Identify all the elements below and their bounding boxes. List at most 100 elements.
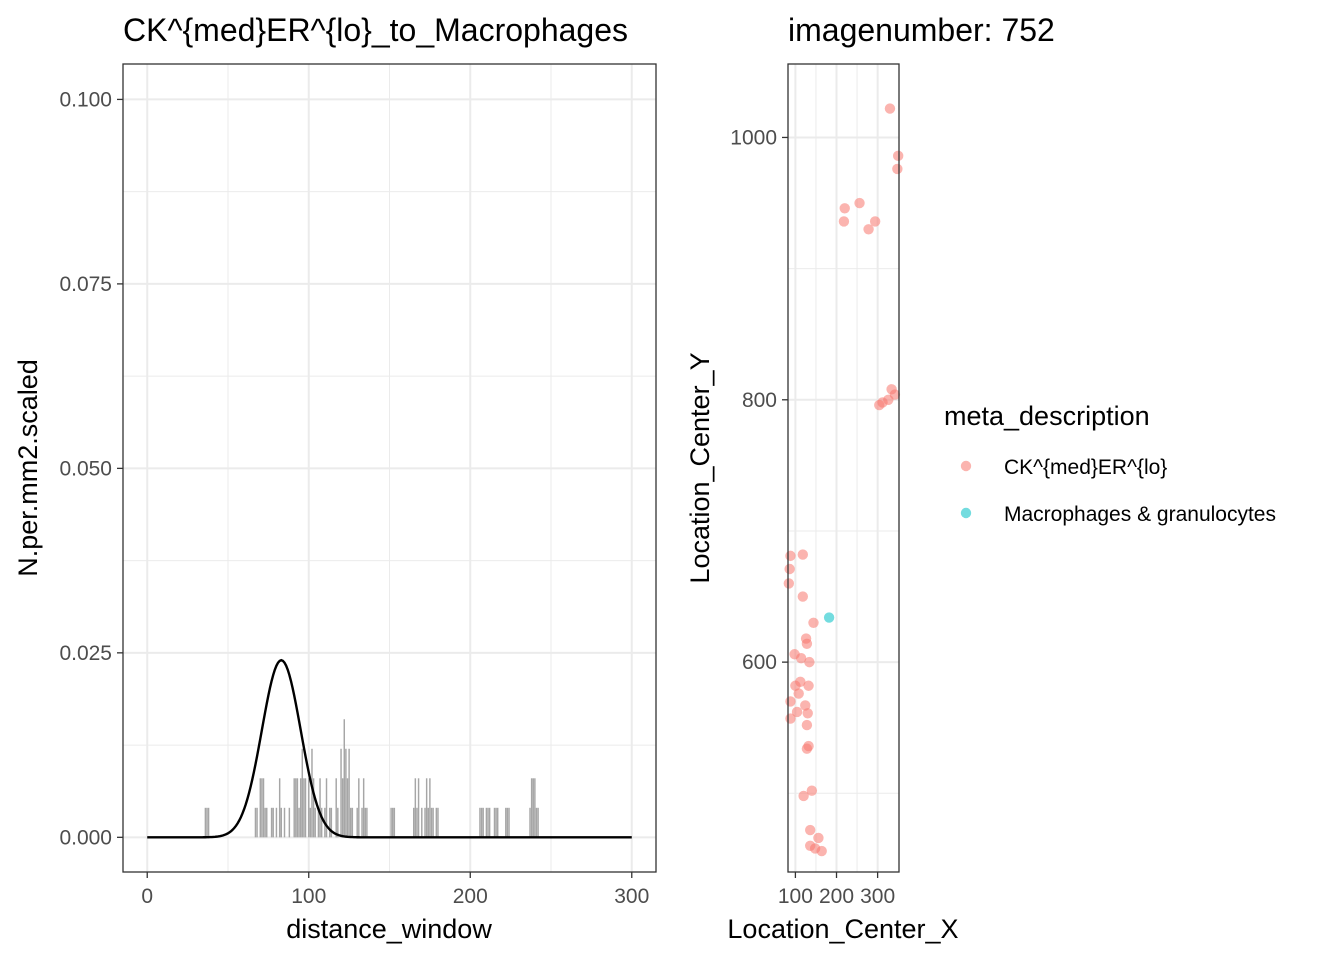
scatter-point <box>785 550 796 562</box>
histogram-bar <box>488 807 491 838</box>
histogram-bar <box>293 778 295 838</box>
histogram-bar <box>362 778 365 838</box>
histogram-bar <box>337 807 339 838</box>
histogram-bar <box>299 778 302 838</box>
distance-histogram-panel: CK^{med}ER^{lo}_to_Macrophages 0 100 200 30… <box>13 12 657 944</box>
histogram-bar <box>346 778 349 838</box>
x-tick-label: 300 <box>860 885 895 908</box>
y-tick-label: 1000 <box>730 126 777 149</box>
x-tick-label: 100 <box>778 885 813 908</box>
scatter-point <box>803 680 814 691</box>
scatter-point <box>869 216 881 227</box>
legend: meta_description CK^{med}ER^{lo} Macropha… <box>944 401 1276 526</box>
legend-key <box>960 460 972 472</box>
scatter-point <box>801 743 813 754</box>
histogram-bar <box>204 807 207 838</box>
y-tick-label: 0.025 <box>59 642 112 665</box>
scatter-point <box>797 549 808 560</box>
histogram-bar <box>319 778 321 838</box>
x-tick-label: 300 <box>614 885 649 908</box>
histogram-bar <box>270 807 273 838</box>
histogram-bar <box>417 778 420 838</box>
y-tick-label: 0.075 <box>59 273 112 296</box>
x-tick-label: 100 <box>291 885 326 908</box>
histogram-bar <box>508 807 510 838</box>
histogram-bar <box>392 807 394 838</box>
scatter-point <box>816 845 827 857</box>
scatter-point <box>813 832 824 844</box>
x-tick-label: 200 <box>453 885 488 908</box>
histogram-bar <box>485 807 488 838</box>
histogram-bar <box>425 778 428 838</box>
scatter-point <box>823 612 835 623</box>
scatter-point <box>797 591 808 602</box>
right-y-axis-ticks: 600 800 1000 <box>730 126 788 674</box>
x-tick-label: 200 <box>819 885 854 908</box>
histogram-bar <box>296 778 299 838</box>
scatter-point <box>892 163 903 175</box>
histogram-bar <box>261 778 263 838</box>
histogram-bar <box>303 778 305 838</box>
right-x-axis-title: Location_Center_X <box>727 914 958 944</box>
histogram-bar <box>529 807 531 838</box>
scatter-points <box>783 103 904 857</box>
histogram-bar <box>505 807 507 838</box>
histogram-bar <box>343 719 346 838</box>
legend-label: Macrophages & granulocytes <box>1004 503 1276 526</box>
histogram-bar <box>487 807 489 838</box>
histogram-bar <box>482 807 484 838</box>
histogram-bar <box>356 807 358 838</box>
histogram-bar <box>535 807 538 838</box>
histogram-bar <box>414 778 417 838</box>
histogram-bar <box>532 778 534 838</box>
histogram-bar <box>348 748 350 838</box>
histogram-bar <box>432 807 434 838</box>
histogram-bar <box>351 807 354 838</box>
right-y-axis-title: Location_Center_Y <box>685 352 715 583</box>
histogram-bar <box>275 807 278 838</box>
scatter-point <box>785 696 796 707</box>
scatter-point <box>791 706 803 718</box>
histogram-bar <box>537 807 539 838</box>
histogram-bar <box>427 807 429 838</box>
histogram-bar <box>295 778 297 838</box>
density-curve <box>147 658 632 839</box>
histogram-bars <box>204 719 539 838</box>
histogram-bar <box>329 807 331 838</box>
histogram-bar <box>350 807 352 838</box>
left-y-axis-title: N.per.mm2.scaled <box>13 359 43 577</box>
histogram-bar <box>207 807 210 838</box>
histogram-bar <box>479 807 481 838</box>
histogram-bar <box>413 807 415 838</box>
scatter-point <box>785 713 796 724</box>
histogram-bar <box>340 748 342 838</box>
histogram-bar <box>361 807 363 838</box>
scatter-point <box>801 719 813 731</box>
histogram-bar <box>259 778 262 838</box>
right-plot-border <box>787 63 900 873</box>
histogram-bar <box>429 778 431 838</box>
scatter-point <box>854 197 865 209</box>
histogram-bar <box>283 807 286 838</box>
histogram-bar <box>393 807 396 838</box>
histogram-bar <box>262 778 265 838</box>
histogram-bar <box>325 778 328 838</box>
histogram-bar <box>341 778 344 838</box>
histogram-bar <box>496 807 499 838</box>
histogram-bar <box>424 807 426 838</box>
y-tick-label: 0.100 <box>59 88 112 111</box>
histogram-bar <box>345 748 347 838</box>
histogram-bar <box>312 778 315 838</box>
scatter-point <box>790 680 801 691</box>
scatter-point <box>783 578 795 589</box>
legend-title: meta_description <box>944 401 1150 431</box>
left-x-axis-ticks: 0 100 200 300 <box>141 872 649 908</box>
x-tick-label: 0 <box>141 885 153 908</box>
histogram-bar <box>320 807 323 838</box>
scatter-point <box>795 652 807 664</box>
y-tick-label: 800 <box>742 389 777 412</box>
scatter-point <box>800 700 811 711</box>
scatter-point <box>801 638 813 649</box>
scatter-point <box>892 150 904 162</box>
